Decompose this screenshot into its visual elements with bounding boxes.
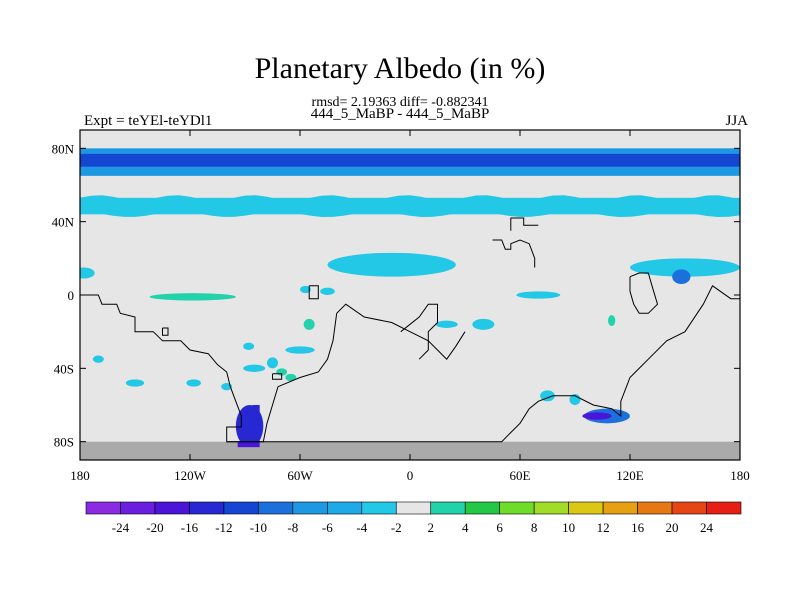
colorbar-swatch xyxy=(568,501,604,515)
colorbar-label: 10 xyxy=(562,520,575,535)
region-arctic-band-core xyxy=(80,153,740,167)
colorbar-label: 16 xyxy=(631,520,645,535)
y-tick-label: 40N xyxy=(52,215,75,230)
colorbar-label: 4 xyxy=(462,520,469,535)
colorbar-label: 6 xyxy=(496,520,503,535)
anomaly-cell xyxy=(243,364,266,373)
anomaly-cell xyxy=(80,267,95,279)
colorbar-swatch xyxy=(671,501,707,515)
colorbar-swatch xyxy=(85,501,121,515)
anomaly-cell xyxy=(516,291,561,299)
region-pacific-tropics xyxy=(149,293,236,301)
anomaly-cell xyxy=(472,318,495,330)
x-tick-label: 120E xyxy=(616,468,644,483)
colorbar-label: -6 xyxy=(322,520,333,535)
coastline-segment xyxy=(272,373,283,380)
chart-title: Planetary Albedo (in %) xyxy=(254,52,546,85)
coastline-segment xyxy=(400,303,438,360)
colorbar-label: 8 xyxy=(531,520,538,535)
anomaly-cell xyxy=(92,355,104,363)
coastline-segment xyxy=(492,239,536,268)
colorbar-label: -10 xyxy=(250,520,267,535)
colorbar-label: -16 xyxy=(181,520,199,535)
southern-ocean-core xyxy=(582,412,612,420)
colorbar-label: 12 xyxy=(597,520,610,535)
anomaly-cell xyxy=(186,379,202,387)
colorbar-swatch xyxy=(189,501,225,515)
colorbar-swatch xyxy=(464,501,500,515)
colorbar-label: -2 xyxy=(391,520,402,535)
colorbar-swatch xyxy=(395,501,432,515)
colorbar-swatch xyxy=(327,501,363,515)
coastline-segment xyxy=(80,294,466,443)
anomaly-cell xyxy=(243,342,255,351)
anomaly-cell xyxy=(672,269,691,284)
x-tick-label: 180 xyxy=(70,468,90,483)
anomaly-cell xyxy=(285,373,297,382)
x-tick-label: 60W xyxy=(287,468,313,483)
colorbar-swatch xyxy=(430,501,466,515)
anomaly-cell xyxy=(285,346,315,354)
season-label: JJA xyxy=(725,113,748,129)
colorbar-swatch xyxy=(120,501,156,515)
chart-subtitle: rmsd= 2.19363 diff= -0.882341 xyxy=(311,95,489,110)
andes-spine xyxy=(252,405,260,442)
coastline-segment xyxy=(510,217,539,231)
anomaly-cell xyxy=(435,320,458,329)
colorbar-label: -24 xyxy=(112,520,130,535)
x-tick-label: 180 xyxy=(730,468,750,483)
colorbar: -24 -20 -16 -12 -10 -8 -6 -4 -2 2 4 6 8 10 12 16 20 24 xyxy=(85,501,742,535)
colorbar-swatch xyxy=(292,501,328,515)
coastline-segment xyxy=(226,285,740,443)
y-tick-label: 80S xyxy=(54,435,74,450)
colorbar-swatch xyxy=(361,501,397,515)
x-tick-label: 120W xyxy=(174,468,207,483)
colorbar-label: 24 xyxy=(700,520,714,535)
map-plot-area xyxy=(80,130,740,460)
andes-core xyxy=(237,441,260,448)
colorbar-swatch xyxy=(637,501,673,515)
axes: 180 120W 60W 0 60E 120E 180 80N 40N 0 40S 80S xyxy=(52,129,750,483)
colorbar-label: -12 xyxy=(215,520,232,535)
anomaly-cell xyxy=(320,287,335,296)
anomaly-cell xyxy=(125,379,145,387)
x-tick-label: 0 xyxy=(407,468,414,483)
coastlines xyxy=(80,217,740,443)
colorbar-label: -8 xyxy=(287,520,298,535)
colorbar-swatch xyxy=(602,501,638,515)
y-tick-label: 80N xyxy=(52,141,75,156)
anomaly-cell xyxy=(300,285,311,294)
region-sahara-anomaly xyxy=(327,252,456,277)
colorbar-label: 20 xyxy=(666,520,679,535)
colorbar-swatch xyxy=(499,501,535,515)
runs-label: 444_5_MaBP - 444_5_MaBP xyxy=(310,106,490,122)
coastline-segment xyxy=(629,272,659,314)
x-tick-label: 60E xyxy=(510,468,531,483)
anomaly-cell xyxy=(540,390,555,402)
coastline-segment xyxy=(308,285,319,300)
colorbar-label: -20 xyxy=(146,520,163,535)
anomaly-cell xyxy=(303,318,315,330)
colorbar-swatch xyxy=(706,501,742,515)
experiment-label: Expt = teYEl-teYDl1 xyxy=(84,113,213,129)
colorbar-swatch xyxy=(258,501,294,515)
colorbar-swatch xyxy=(154,501,190,515)
anomaly-cell xyxy=(267,357,278,369)
region-asian-monsoon xyxy=(630,258,740,277)
y-tick-label: 40S xyxy=(54,361,74,376)
map-field xyxy=(80,130,740,460)
colorbar-swatch xyxy=(533,501,569,515)
colorbar-swatch xyxy=(223,501,259,515)
anomaly-cell xyxy=(608,315,616,327)
y-tick-label: 0 xyxy=(68,288,75,303)
coastline-segment xyxy=(162,327,169,336)
colorbar-label: -4 xyxy=(356,520,367,535)
colorbar-label: 2 xyxy=(427,520,434,535)
midlat-wave xyxy=(80,195,740,217)
